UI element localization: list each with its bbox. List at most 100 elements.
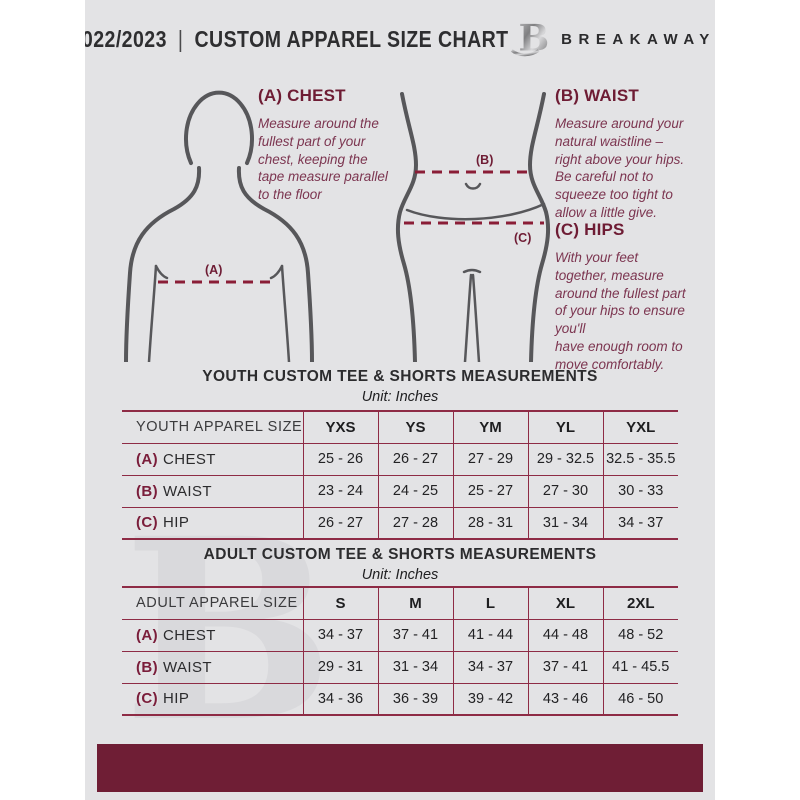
title-text: CUSTOM APPAREL SIZE CHART — [194, 25, 509, 52]
waist-hip-diagram: (B) (C) — [395, 92, 551, 362]
size-value-cell: 34 - 37 — [452, 651, 528, 683]
instruction-waist: (B) WAIST Measure around your natural wa… — [555, 86, 707, 222]
size-header: L — [452, 587, 528, 619]
table-header-row: YOUTH APPAREL SIZE YXS YS YM YL YXL — [122, 411, 678, 443]
size-value-cell: 34 - 37 — [602, 507, 678, 539]
size-value-cell: 43 - 46 — [527, 683, 603, 715]
size-value-cell: 44 - 48 — [527, 619, 603, 651]
adult-section-title: ADULT CUSTOM TEE & SHORTS MEASUREMENTS — [203, 546, 597, 563]
size-value-cell: 25 - 26 — [302, 443, 378, 475]
size-value-cell: 46 - 50 — [602, 683, 678, 715]
size-header: 2XL — [602, 587, 678, 619]
measurement-label: (B) WAIST — [136, 482, 212, 500]
youth-unit-label: Unit: Inches — [361, 389, 439, 405]
size-value-cell: 30 - 33 — [602, 475, 678, 507]
size-value-cell: 34 - 36 — [302, 683, 378, 715]
measurement-label: (A) CHEST — [136, 626, 216, 644]
title-separator: | — [177, 25, 184, 52]
table-row: (A) CHEST 34 - 37 37 - 41 41 - 44 44 - 48 48 -… — [122, 619, 678, 651]
size-header: YXL — [602, 411, 678, 443]
size-header: YXS — [302, 411, 378, 443]
size-chart-page: B 2022/2023 | CUSTOM APPAREL SIZE CHART — [85, 0, 715, 800]
figure-left-shoulder — [124, 166, 202, 362]
figure-head — [184, 90, 254, 165]
measurement-key: (C) — [136, 514, 159, 532]
size-value-cell: 29 - 31 — [302, 651, 378, 683]
measurement-key: (C) — [136, 690, 159, 708]
logo-swoosh — [511, 49, 540, 57]
size-header: YS — [377, 411, 453, 443]
table-row: (B) WAIST 23 - 24 24 - 25 25 - 27 27 - 30 30 -… — [122, 475, 678, 507]
size-value-cell: 48 - 52 — [602, 619, 678, 651]
measurement-label: (C) HIP — [136, 514, 190, 532]
brand: B BREAKAWAY — [508, 16, 710, 62]
hip-line-label: (C) — [514, 231, 531, 245]
size-value-cell: 41 - 44 — [452, 619, 528, 651]
figure-left-armpit — [154, 264, 169, 280]
size-value-cell: 26 - 27 — [377, 443, 453, 475]
figure-navel — [464, 182, 482, 190]
figure-left-chest-side — [147, 264, 158, 362]
size-header: XL — [527, 587, 603, 619]
instruction-chest-body: Measure around the fullest part of your … — [258, 116, 388, 203]
figure-left-side — [395, 92, 419, 362]
size-value-cell: 27 - 30 — [527, 475, 603, 507]
size-value-cell: 34 - 37 — [302, 619, 378, 651]
watermark-letter-b: B — [123, 483, 335, 777]
size-header: S — [302, 587, 378, 619]
size-value-cell: 27 - 29 — [452, 443, 528, 475]
size-column-header: ADULT APPAREL SIZE — [136, 595, 298, 612]
table-row: (C) HIP 34 - 36 36 - 39 39 - 42 43 - 46 46 - 5… — [122, 683, 678, 715]
measurement-label: (C) HIP — [136, 690, 190, 708]
size-value-cell: 29 - 32.5 — [527, 443, 603, 475]
figure-hip-crease — [405, 202, 546, 221]
brand-name: BREAKAWAY — [561, 30, 715, 48]
instruction-waist-body: Measure around your natural waistline – … — [555, 116, 685, 221]
measurement-key: (A) — [136, 626, 159, 644]
size-value-cell: 39 - 42 — [452, 683, 528, 715]
figure-left-inner-leg — [463, 273, 473, 362]
instruction-chest-heading: (A) CHEST — [258, 86, 346, 105]
size-value-cell: 37 - 41 — [377, 619, 453, 651]
size-value-cell: 31 - 34 — [377, 651, 453, 683]
instruction-waist-heading: (B) WAIST — [555, 86, 639, 105]
figure-leg-split-cap — [462, 268, 482, 274]
instruction-hips-heading: (C) HIPS — [555, 220, 625, 239]
table-row: (C) HIP 26 - 27 27 - 28 28 - 31 31 - 34 34 - 3… — [122, 507, 678, 539]
figure-right-armpit — [269, 264, 284, 280]
size-value-cell: 28 - 31 — [452, 507, 528, 539]
breakaway-logo-icon: B — [511, 16, 549, 59]
adult-size-table: ADULT APPAREL SIZE S M L XL 2XL (A) CHEST… — [122, 586, 678, 716]
adult-unit-label: Unit: Inches — [361, 567, 439, 583]
figure-right-inner-leg — [471, 273, 481, 362]
season-label: 2022/2023 — [85, 25, 167, 52]
chest-line-label: (A) — [205, 263, 222, 277]
figure-right-shoulder — [236, 166, 314, 362]
header: 2022/2023 | CUSTOM APPAREL SIZE CHART B — [85, 14, 715, 64]
instruction-hips-body: With your feet together, measure around … — [555, 250, 686, 372]
table-header-row: ADULT APPAREL SIZE S M L XL 2XL — [122, 587, 678, 619]
measurement-key: (A) — [136, 450, 159, 468]
size-value-cell: 24 - 25 — [377, 475, 453, 507]
size-header: M — [377, 587, 453, 619]
size-value-cell: 25 - 27 — [452, 475, 528, 507]
waist-line-label: (B) — [476, 153, 493, 167]
size-value-cell: 31 - 34 — [527, 507, 603, 539]
size-value-cell: 37 - 41 — [527, 651, 603, 683]
size-header: YM — [452, 411, 528, 443]
youth-section-title: YOUTH CUSTOM TEE & SHORTS MEASUREMENTS — [202, 368, 598, 385]
chest-diagram: (A) — [124, 90, 314, 362]
footer-bar — [97, 744, 703, 792]
measurement-key: (B) — [136, 658, 159, 676]
size-value-cell: 27 - 28 — [377, 507, 453, 539]
measurement-label: (A) CHEST — [136, 450, 216, 468]
table-row: (A) CHEST 25 - 26 26 - 27 27 - 29 29 - 32.5 32… — [122, 443, 678, 475]
size-value-cell: 36 - 39 — [377, 683, 453, 715]
measurement-label: (B) WAIST — [136, 658, 212, 676]
size-value-cell: 23 - 24 — [302, 475, 378, 507]
size-value-cell: 26 - 27 — [302, 507, 378, 539]
size-column-header: YOUTH APPAREL SIZE — [136, 419, 303, 436]
size-value-cell: 41 - 45.5 — [602, 651, 678, 683]
measurement-key: (B) — [136, 482, 159, 500]
size-header: YL — [527, 411, 603, 443]
